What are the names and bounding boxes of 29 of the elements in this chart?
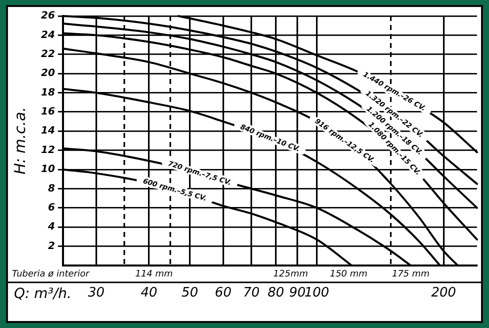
y-tick-label: 2	[48, 240, 55, 252]
y-tick-label: 20	[40, 68, 55, 80]
y-tick-label: 26	[40, 10, 55, 22]
y-tick-label: 6	[48, 202, 55, 214]
y-tick-label: 10	[40, 164, 55, 176]
y-tick-label: 24	[40, 30, 55, 41]
x-tick-label: 50	[182, 286, 198, 301]
x-tick-label: 80	[268, 286, 284, 301]
x-axis-title: Q: m³/h.	[14, 286, 72, 302]
y-tick-label: 4	[46, 222, 55, 233]
text: 125mm	[273, 270, 308, 280]
text: 114 mm	[135, 270, 174, 280]
x-tick-label: 90	[289, 286, 306, 301]
y-tick-label: 14	[40, 126, 55, 137]
y-tick-label: 12	[40, 144, 55, 156]
y-tick-label: 22	[40, 48, 55, 60]
x-tick-label: 30	[88, 286, 105, 301]
x-tick-label: 70	[243, 286, 260, 301]
x-tick-label: 100	[304, 286, 330, 301]
x-tick-label: 200	[431, 286, 456, 301]
y-axis-title: H: m.c.a.	[10, 106, 29, 174]
text: 175 mm	[392, 270, 430, 280]
x-tick-label: 60	[214, 286, 232, 301]
text: 150 mm	[330, 270, 368, 280]
text: Tuberia ø interior	[12, 270, 90, 280]
y-tick-label: 8	[48, 183, 55, 194]
y-tick-label: 18	[40, 87, 55, 98]
y-tick-label: 16	[40, 106, 55, 118]
x-tick-label: 40	[140, 286, 158, 301]
